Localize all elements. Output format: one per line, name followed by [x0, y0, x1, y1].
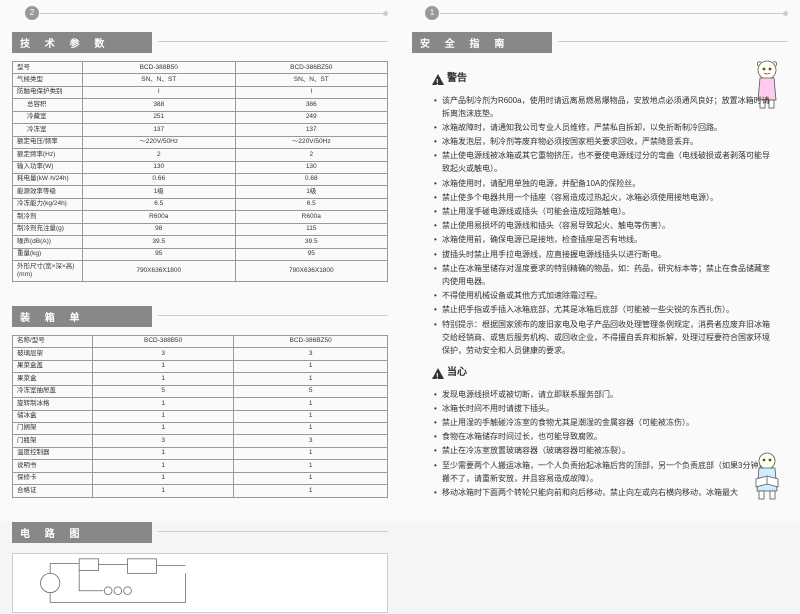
- caution-item: 至少需要两个人搬运冰箱，一个人负责抬起冰箱后背的顶部，另一个负责底部（如果3分钟…: [432, 459, 772, 485]
- warning-header: 警告: [432, 71, 772, 88]
- caution-item: 食物在冰箱储存时间过长，也可能导致腐败。: [432, 430, 772, 443]
- caution-header: 当心: [432, 365, 772, 382]
- spec-table: 型号BCD-388B50BCD-386BZ50 气候类型SN、N、STSN、N、…: [12, 61, 388, 282]
- warning-item: 冰箱故障时，请通知我公司专业人员维修，严禁私自拆卸，以免折断制冷回路。: [432, 121, 772, 134]
- warning-item: 该产品制冷剂为R600a，使用时请远离易燃易爆物品，安放地点必须通风良好；放置冰…: [432, 94, 772, 120]
- caution-item: 移动冰箱时下面两个转轮只能向前和向后移动，禁止向左或向右横向移动，冰箱最大: [432, 486, 772, 499]
- warning-list: 该产品制冷剂为R600a，使用时请远离易燃易爆物品，安放地点必须通风良好；放置冰…: [432, 94, 772, 358]
- decoration-line: [440, 13, 788, 14]
- caution-list: 发现电源线损坏或被切断，请立即联系服务部门。冰箱长时间不用时请拔下插头。禁止用湿…: [432, 388, 772, 500]
- warning-item: 禁止把手指或手插入冰箱底部，尤其是冰箱后底部（可能被一些尖锐的东西扎伤）。: [432, 303, 772, 316]
- warning-item: 禁止在冰箱里储存对温度要求的特别精确的物品，如：药品，研究标本等；禁止在食品储藏…: [432, 262, 772, 288]
- warning-item: 冰箱使用时，请配用单独的电源，并配备10A的保险丝。: [432, 177, 772, 190]
- warning-item: 禁止使用易损坏的电源线和插头（容易导致起火、触电等伤害）。: [432, 219, 772, 232]
- pack-table: 名称/型号BCD-388B50BCD-386BZ50 玻璃层架33果菜盒盖11果…: [12, 335, 388, 498]
- warning-item: 冰箱使用前，确保电源已是接地，检查插座是否有地线。: [432, 233, 772, 246]
- section-safety-title: 安 全 指 南: [412, 32, 552, 53]
- decoration-line: [40, 13, 388, 14]
- caution-item: 发现电源线损坏或被切断，请立即联系服务部门。: [432, 388, 772, 401]
- warning-item: 特别提示：根据国家颁布的废旧家电及电子产品回收处理管理条例规定，消费者应废弃旧冰…: [432, 318, 772, 358]
- caution-item: 禁止用湿的手触碰冷冻室的食物尤其是潮湿的金属容器（可能被冻伤）。: [432, 416, 772, 429]
- page-number-left: 2: [25, 6, 39, 20]
- warning-item: 拔插头时禁止用手拉电源线，应直接握电源线插头以进行断电。: [432, 248, 772, 261]
- caution-item: 禁止在冷冻室放置玻璃容器（玻璃容器可能被冻裂）。: [432, 444, 772, 457]
- circuit-diagram: [12, 553, 388, 613]
- warning-item: 不得使用机械设备或其他方式加速除霜过程。: [432, 289, 772, 302]
- warning-triangle-icon: [432, 74, 444, 85]
- warning-item: 禁止使电源线被冰箱或其它重物挤压，也不要使电源线过分的弯曲（电线破损或者剥落可能…: [432, 149, 772, 175]
- warning-item: 禁止使多个电器共用一个插座（容易造成过热起火，冰箱必须使用接地电源）。: [432, 191, 772, 204]
- section-circuit-title: 电 路 图: [12, 522, 152, 543]
- caution-triangle-icon: [432, 368, 444, 379]
- page-number-right: 1: [425, 6, 439, 20]
- cartoon-reading-icon: [746, 451, 788, 503]
- caution-item: 冰箱长时间不用时请拔下插头。: [432, 402, 772, 415]
- warning-item: 禁止用湿手碰电源线或插头（可能会造成短路触电）。: [432, 205, 772, 218]
- section-spec-title: 技 术 参 数: [12, 32, 152, 53]
- warning-item: 冰箱发泡层，制冷剂等废弃物必须按国家相关要求回收，严禁随意丢弃。: [432, 135, 772, 148]
- section-pack-title: 装 箱 单: [12, 306, 152, 327]
